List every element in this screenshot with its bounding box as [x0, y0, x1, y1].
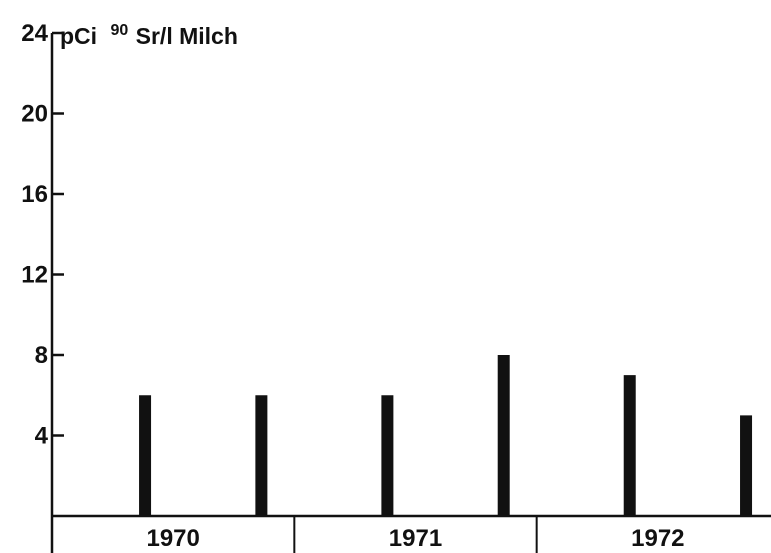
y-axis-unit-label: pCi 90 Sr/l Milch	[60, 14, 238, 49]
y-tick-label-16: 16	[21, 181, 48, 208]
bar-1970-1	[139, 395, 152, 516]
bar-1971-2	[497, 355, 510, 516]
year-group-axis: 1970 1971 1972	[146, 516, 685, 553]
bar-1971-1	[381, 395, 394, 516]
y-tick-label-24: 24	[21, 20, 48, 47]
y-axis-ticks: 4 8 12 16 20 24	[21, 20, 64, 450]
y-tick-label-12: 12	[21, 262, 48, 289]
bar-1972-1	[623, 375, 636, 516]
unit-suffix: Sr/l Milch	[136, 23, 238, 49]
year-label-1970: 1970	[146, 525, 199, 552]
year-label-1971: 1971	[389, 525, 442, 552]
bar-series	[139, 355, 753, 516]
bar-1972-2	[740, 415, 753, 516]
bar-1970-2	[255, 395, 268, 516]
unit-prefix: pCi	[60, 23, 97, 49]
y-tick-label-8: 8	[35, 342, 48, 369]
year-label-1972: 1972	[631, 525, 684, 552]
y-tick-label-20: 20	[21, 101, 48, 128]
unit-superscript: 90	[110, 22, 128, 39]
y-tick-label-4: 4	[35, 423, 49, 450]
chart-axes	[50, 33, 771, 553]
